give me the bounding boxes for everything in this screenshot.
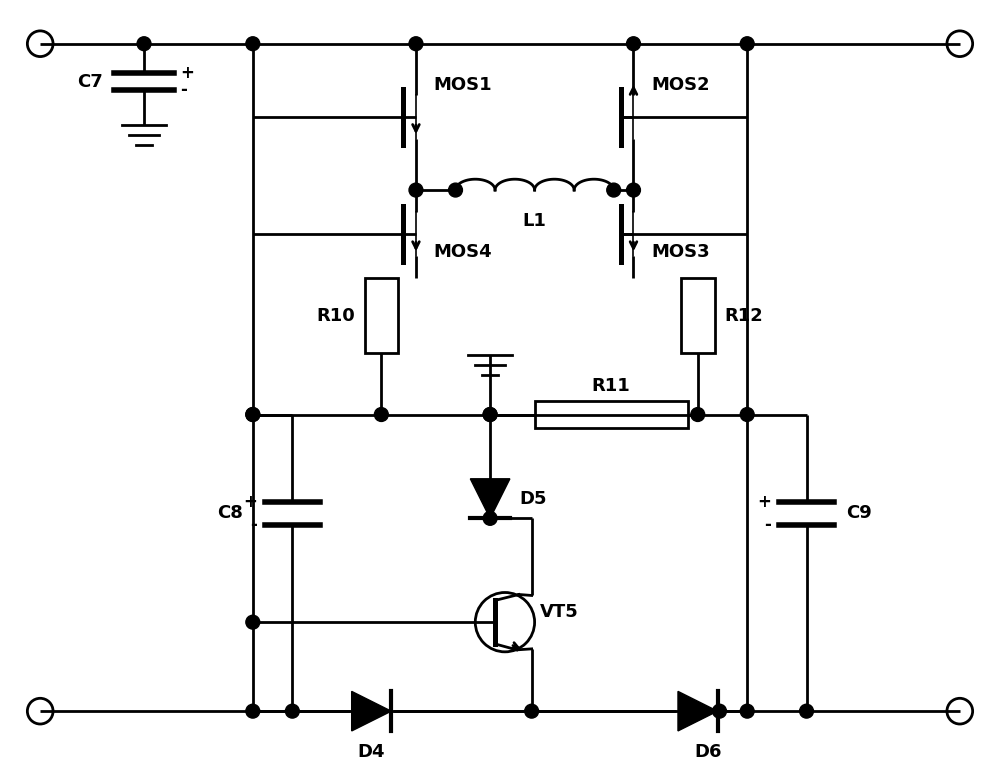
Text: C9: C9 bbox=[846, 504, 872, 522]
Text: D5: D5 bbox=[520, 490, 547, 507]
Text: C8: C8 bbox=[217, 504, 243, 522]
Text: R11: R11 bbox=[592, 377, 631, 395]
Circle shape bbox=[409, 183, 423, 197]
Circle shape bbox=[137, 37, 151, 51]
Circle shape bbox=[740, 407, 754, 421]
Circle shape bbox=[800, 705, 813, 718]
Text: R10: R10 bbox=[316, 306, 355, 325]
Text: MOS2: MOS2 bbox=[651, 76, 710, 94]
Circle shape bbox=[246, 705, 260, 718]
Text: -: - bbox=[181, 81, 187, 99]
Text: +: + bbox=[181, 65, 194, 82]
Circle shape bbox=[449, 183, 462, 197]
Text: L1: L1 bbox=[523, 212, 547, 229]
Text: MOS3: MOS3 bbox=[651, 243, 710, 261]
Text: MOS1: MOS1 bbox=[434, 76, 492, 94]
Circle shape bbox=[525, 705, 539, 718]
Text: D6: D6 bbox=[694, 743, 721, 761]
Circle shape bbox=[713, 705, 726, 718]
Circle shape bbox=[740, 705, 754, 718]
Circle shape bbox=[627, 183, 640, 197]
Bar bbox=[365, 278, 398, 353]
Circle shape bbox=[374, 407, 388, 421]
Circle shape bbox=[246, 615, 260, 629]
Text: MOS4: MOS4 bbox=[434, 243, 492, 261]
Text: D4: D4 bbox=[358, 743, 385, 761]
Circle shape bbox=[246, 37, 260, 51]
Bar bbox=[681, 278, 715, 353]
Circle shape bbox=[285, 705, 299, 718]
Circle shape bbox=[483, 407, 497, 421]
Text: -: - bbox=[250, 516, 257, 534]
Text: +: + bbox=[243, 493, 257, 511]
Circle shape bbox=[246, 407, 260, 421]
Circle shape bbox=[483, 511, 497, 525]
Bar bbox=[535, 400, 688, 428]
Text: +: + bbox=[757, 493, 771, 511]
Polygon shape bbox=[470, 479, 510, 518]
Circle shape bbox=[740, 37, 754, 51]
Text: C7: C7 bbox=[77, 73, 103, 91]
Circle shape bbox=[409, 37, 423, 51]
Circle shape bbox=[607, 183, 621, 197]
Circle shape bbox=[483, 407, 497, 421]
Text: -: - bbox=[764, 516, 771, 534]
Circle shape bbox=[246, 407, 260, 421]
Text: VT5: VT5 bbox=[540, 603, 578, 621]
Polygon shape bbox=[678, 691, 718, 731]
Polygon shape bbox=[352, 691, 391, 731]
Circle shape bbox=[627, 37, 640, 51]
Circle shape bbox=[691, 407, 705, 421]
Text: R12: R12 bbox=[724, 306, 763, 325]
